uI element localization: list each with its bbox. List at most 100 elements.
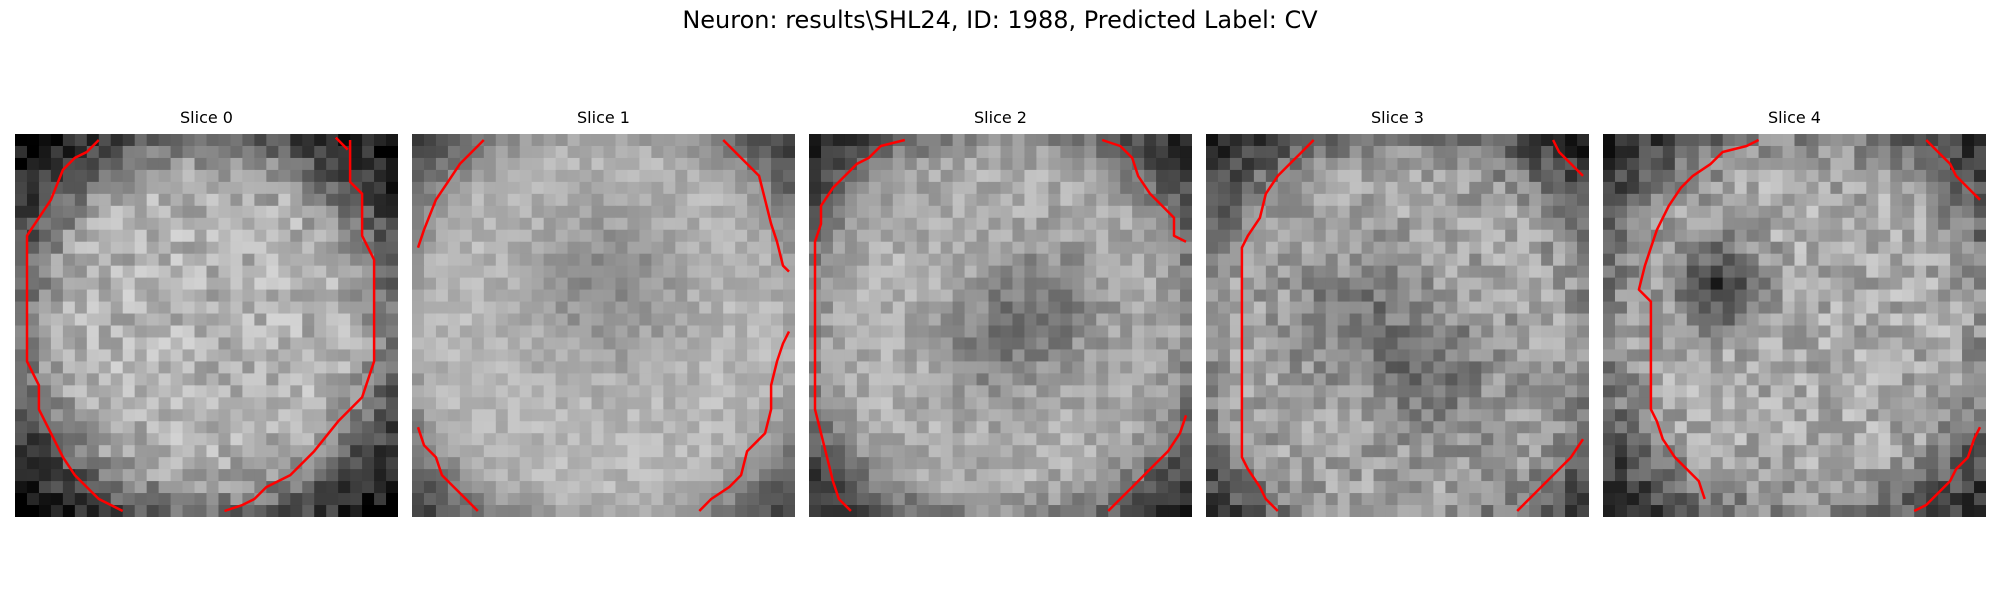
- pixel-cell: [723, 325, 736, 339]
- pixel-cell: [1445, 469, 1458, 482]
- pixel-cell: [1914, 325, 1927, 339]
- pixel-cell: [447, 325, 461, 339]
- pixel-cell: [1854, 349, 1867, 363]
- pixel-cell: [1409, 253, 1423, 267]
- pixel-cell: [1337, 481, 1351, 494]
- pixel-cell: [1722, 229, 1736, 243]
- pixel-cell: [1818, 397, 1832, 410]
- pixel-cell: [615, 229, 629, 243]
- pixel-cell: [412, 313, 425, 327]
- pixel-cell: [122, 433, 136, 446]
- pixel-cell: [122, 301, 136, 315]
- pixel-cell: [759, 241, 772, 255]
- pixel-cell: [1493, 217, 1506, 231]
- pixel-cell: [62, 349, 76, 363]
- contour-line-2: [1516, 438, 1585, 512]
- pixel-cell: [1517, 313, 1530, 327]
- pixel-cell: [904, 373, 918, 386]
- pixel-cell: [1433, 265, 1446, 279]
- pixel-cell: [1890, 313, 1903, 327]
- pixel-cell: [964, 409, 978, 422]
- pixel-cell: [1229, 253, 1243, 267]
- pixel-cell: [809, 433, 822, 446]
- pixel-cell: [1217, 325, 1231, 339]
- pixel-cell: [146, 169, 160, 183]
- pixel-cell: [1337, 241, 1351, 255]
- pixel-cell: [1722, 193, 1736, 207]
- pixel-cell: [1385, 289, 1399, 303]
- pixel-cell: [1962, 361, 1975, 374]
- pixel-cell: [435, 217, 449, 231]
- pixel-cell: [868, 241, 882, 255]
- pixel-cell: [904, 445, 918, 458]
- pixel-cell: [1241, 385, 1255, 398]
- pixel-cell: [1794, 349, 1808, 363]
- pixel-cell: [1722, 409, 1736, 422]
- pixel-cell: [338, 313, 351, 327]
- pixel-cell: [435, 169, 449, 183]
- pixel-cell: [603, 205, 617, 219]
- pixel-cell: [1325, 181, 1339, 195]
- pixel-cell: [567, 361, 581, 374]
- pixel-cell: [507, 301, 521, 315]
- pixel-cell: [1241, 409, 1255, 422]
- pixel-cell: [916, 445, 930, 458]
- pixel-cell: [1603, 409, 1616, 422]
- pixel-cell: [1603, 397, 1616, 410]
- pixel-cell: [254, 301, 267, 315]
- pixel-cell: [1325, 337, 1339, 351]
- pixel-cell: [459, 385, 473, 398]
- pixel-cell: [1301, 421, 1315, 434]
- pixel-cell: [940, 229, 954, 243]
- pixel-cell: [170, 409, 184, 422]
- pixel-cell: [158, 313, 172, 327]
- pixel-cell: [1072, 253, 1085, 267]
- pixel-cell: [1084, 145, 1097, 159]
- pixel-cell: [952, 145, 966, 159]
- pixel-cell: [1373, 217, 1387, 231]
- pixel-cell: [952, 457, 966, 470]
- pixel-cell: [651, 361, 664, 374]
- pixel-cell: [1433, 433, 1446, 446]
- pixel-cell: [1289, 337, 1303, 351]
- pixel-cell: [1265, 277, 1279, 291]
- pixel-cell: [1241, 481, 1255, 494]
- pixel-cell: [1565, 373, 1578, 386]
- pixel-cell: [1734, 397, 1748, 410]
- pixel-cell: [1168, 421, 1181, 434]
- pixel-cell: [699, 457, 712, 470]
- pixel-cell: [627, 229, 641, 243]
- pixel-cell: [976, 193, 990, 207]
- pixel-cell: [555, 433, 569, 446]
- pixel-cell: [1734, 181, 1748, 195]
- pixel-cell: [591, 409, 605, 422]
- pixel-cell: [170, 397, 184, 410]
- pixel-cell: [567, 421, 581, 434]
- pixel-cell: [1686, 205, 1700, 219]
- pixel-cell: [543, 157, 557, 171]
- pixel-cell: [338, 373, 351, 386]
- pixel-cell: [735, 134, 748, 147]
- pixel-cell: [1529, 145, 1542, 159]
- pixel-cell: [1385, 157, 1399, 171]
- pixel-cell: [771, 193, 784, 207]
- pixel-cell: [1277, 134, 1291, 147]
- pixel-cell: [1060, 349, 1073, 363]
- pixel-cell: [1048, 325, 1061, 339]
- pixel-cell: [50, 205, 64, 219]
- pixel-cell: [1698, 421, 1712, 434]
- pixel-cell: [1156, 493, 1169, 506]
- pixel-cell: [423, 169, 437, 183]
- pixel-cell: [412, 493, 425, 506]
- pixel-cell: [603, 181, 617, 195]
- pixel-cell: [471, 241, 485, 255]
- pixel-cell: [1024, 205, 1038, 219]
- pixel-cell: [675, 325, 688, 339]
- pixel-cell: [1517, 469, 1530, 482]
- pixel-cell: [1626, 145, 1640, 159]
- pixel-cell: [1000, 313, 1014, 327]
- pixel-cell: [86, 301, 100, 315]
- pixel-cell: [1385, 229, 1399, 243]
- pixel-cell: [1662, 134, 1676, 147]
- pixel-cell: [110, 397, 124, 410]
